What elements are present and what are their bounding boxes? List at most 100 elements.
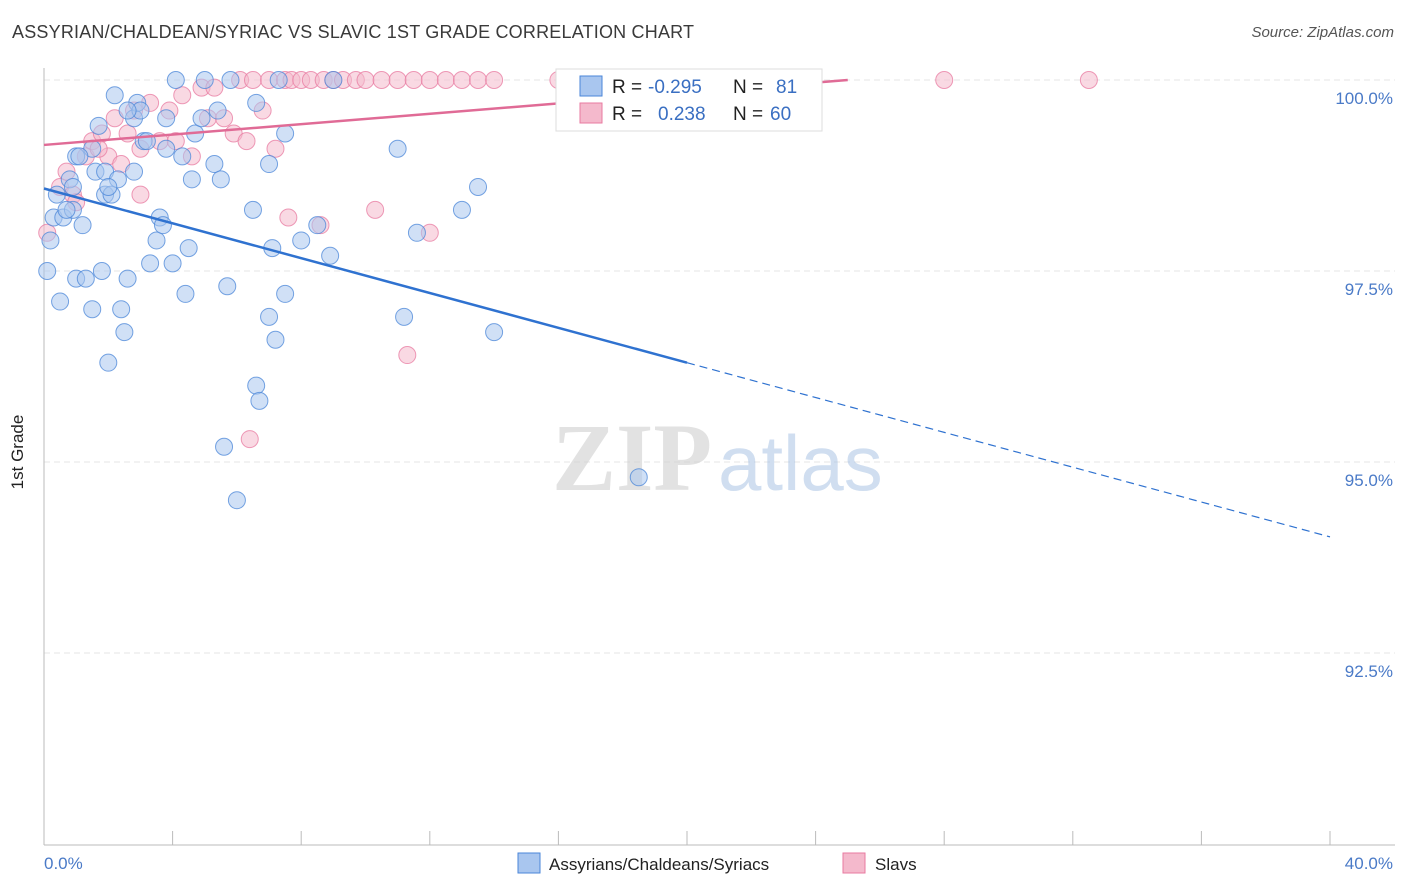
y-tick-label-1: 95.0% <box>1345 471 1393 490</box>
assyrian-point-60 <box>269 71 288 89</box>
slav-point-47 <box>485 71 504 89</box>
watermark-atlas: atlas <box>718 419 883 507</box>
x-tick-label-1: 40.0% <box>1345 854 1393 873</box>
assyrian-point-54 <box>247 93 266 112</box>
assyrian-point-21 <box>105 86 124 105</box>
assyrian-point-48 <box>215 437 234 456</box>
legend-swatch-assyrians <box>517 852 541 874</box>
assyrian-point-11 <box>76 269 95 288</box>
assyrian-point-41 <box>179 239 198 258</box>
assyrian-point-38 <box>166 71 185 89</box>
stats-r-value-2: 0.238 <box>658 104 706 125</box>
slav-point-45 <box>452 71 471 89</box>
assyrian-point-46 <box>208 101 227 120</box>
assyrian-point-75 <box>70 147 89 166</box>
assyrian-point-53 <box>247 376 266 395</box>
y-tick-label-3: 100.0% <box>1335 89 1393 108</box>
assyrian-point-32 <box>147 231 166 250</box>
assyrian-point-62 <box>276 284 295 303</box>
slav-point-59 <box>131 185 150 204</box>
tick-labels: 92.5% 95.0% 97.5% 100.0% 0.0% 40.0% <box>44 89 1393 873</box>
assyrian-point-37 <box>163 254 182 273</box>
assyrian-point-80 <box>99 177 118 196</box>
assyrian-point-35 <box>157 139 176 158</box>
assyrian-point-78 <box>182 170 201 189</box>
axes <box>43 68 1395 846</box>
source-label: Source: ZipAtlas.com <box>1251 24 1394 41</box>
slav-point-39 <box>356 71 375 89</box>
legend-swatch-slavs <box>842 852 866 874</box>
assyrian-point-55 <box>250 391 269 410</box>
assyrian-point-44 <box>195 71 214 89</box>
gridlines <box>44 79 1395 654</box>
assyrian-point-16 <box>92 262 111 280</box>
y-tick-label-2: 97.5% <box>1345 280 1393 299</box>
slav-point-51 <box>1079 71 1098 89</box>
assyrian-trend-line <box>43 187 688 364</box>
assyrian-point-61 <box>276 124 295 143</box>
slav-point-42 <box>404 71 423 89</box>
assyrian-point-52 <box>243 200 262 219</box>
watermark: ZIP atlas <box>552 404 883 511</box>
assyrian-point-0 <box>38 262 57 280</box>
assyrian-point-36 <box>157 109 176 128</box>
stats-n-value-2: 60 <box>770 104 791 125</box>
watermark-zip: ZIP <box>552 404 712 511</box>
slav-point-40 <box>372 71 391 89</box>
assyrian-point-56 <box>260 307 279 326</box>
assyrian-point-71 <box>469 177 488 196</box>
slav-point-46 <box>469 71 488 89</box>
assyrian-point-51 <box>227 491 246 510</box>
assyrian-trend-extension <box>686 362 1331 538</box>
x-tick-label-0: 0.0% <box>44 854 83 873</box>
assyrian-point-73 <box>629 468 648 487</box>
assyrian-point-49 <box>218 277 237 296</box>
assyrian-point-26 <box>125 162 144 181</box>
assyrian-point-40 <box>176 284 195 303</box>
assyrian-point-3 <box>51 292 70 311</box>
assyrian-point-31 <box>141 254 160 273</box>
assyrian-point-23 <box>112 300 131 319</box>
stats-swatch-blue <box>579 75 603 97</box>
assyrian-point-70 <box>452 200 471 219</box>
assyrian-point-19 <box>99 353 118 372</box>
slav-point-18 <box>173 86 192 105</box>
assyrian-point-67 <box>388 139 407 158</box>
slav-point-54 <box>366 200 385 219</box>
assyrian-point-57 <box>260 155 279 174</box>
assyrian-point-68 <box>395 307 414 326</box>
assyrian-point-25 <box>118 269 137 288</box>
assyrian-point-64 <box>308 216 327 235</box>
stats-n-value-1: 81 <box>776 77 797 98</box>
assyrian-point-15 <box>89 116 108 135</box>
legend-label-slavs: Slavs <box>875 855 917 874</box>
assyrian-point-65 <box>321 246 340 265</box>
assyrian-point-8 <box>63 177 82 196</box>
slav-point-26 <box>237 132 256 151</box>
slav-point-50 <box>935 71 954 89</box>
stats-n-label-1: N = <box>733 77 763 98</box>
assyrian-point-63 <box>292 231 311 250</box>
assyrian-point-59 <box>266 330 285 349</box>
assyrian-point-69 <box>407 223 426 242</box>
assyrian-point-76 <box>118 101 137 120</box>
assyrian-point-47 <box>211 170 230 189</box>
slav-point-30 <box>266 139 285 158</box>
assyrian-point-74 <box>41 231 60 250</box>
stats-swatch-pink <box>579 102 603 124</box>
stats-legend: R = -0.295 N = 81 R = 0.238 N = 60 <box>555 68 823 132</box>
stats-n-label-2: N = <box>733 104 763 125</box>
assyrian-point-24 <box>115 323 134 342</box>
slav-point-56 <box>398 346 417 365</box>
slav-point-41 <box>388 71 407 89</box>
stats-r-value-1: -0.295 <box>648 77 702 98</box>
assyrian-point-43 <box>192 109 211 128</box>
slav-point-57 <box>240 430 259 449</box>
slav-point-43 <box>420 71 439 89</box>
slav-point-52 <box>279 208 298 227</box>
legend-label-assyrians: Assyrians/Chaldeans/Syriacs <box>549 855 769 874</box>
y-tick-label-0: 92.5% <box>1345 662 1393 681</box>
assyrian-point-79 <box>57 200 76 219</box>
bottom-legend: Assyrians/Chaldeans/Syriacs Slavs <box>517 852 917 874</box>
